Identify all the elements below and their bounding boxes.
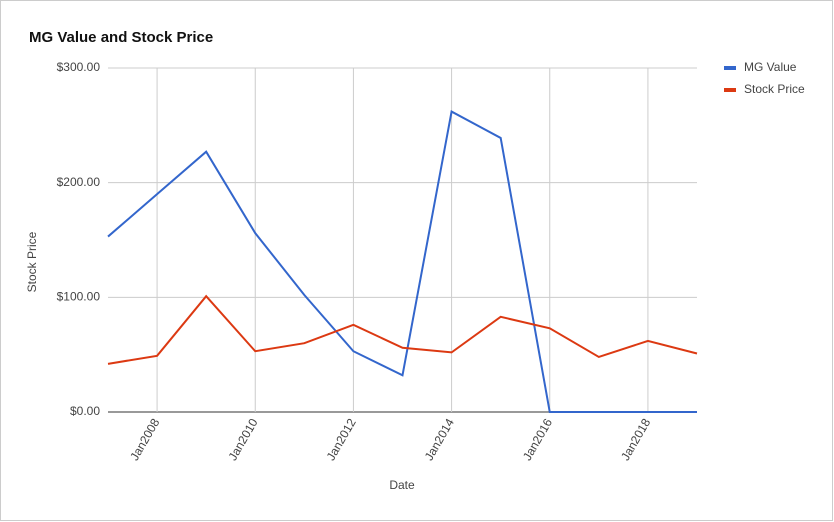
legend-swatch — [724, 88, 736, 92]
y-tick-label: $300.00 — [57, 60, 101, 74]
legend-label: MG Value — [744, 60, 797, 74]
chart-title: MG Value and Stock Price — [29, 29, 213, 46]
y-tick-label: $0.00 — [70, 404, 100, 418]
legend-label: Stock Price — [744, 82, 805, 96]
data-line — [107, 110, 697, 413]
y-axis-label: Stock Price — [25, 231, 39, 292]
legend-swatch — [724, 66, 736, 70]
x-axis-label: Date — [389, 478, 415, 492]
y-tick-label: $200.00 — [57, 175, 101, 189]
y-tick-label: $100.00 — [57, 290, 101, 304]
data-line — [107, 294, 698, 365]
